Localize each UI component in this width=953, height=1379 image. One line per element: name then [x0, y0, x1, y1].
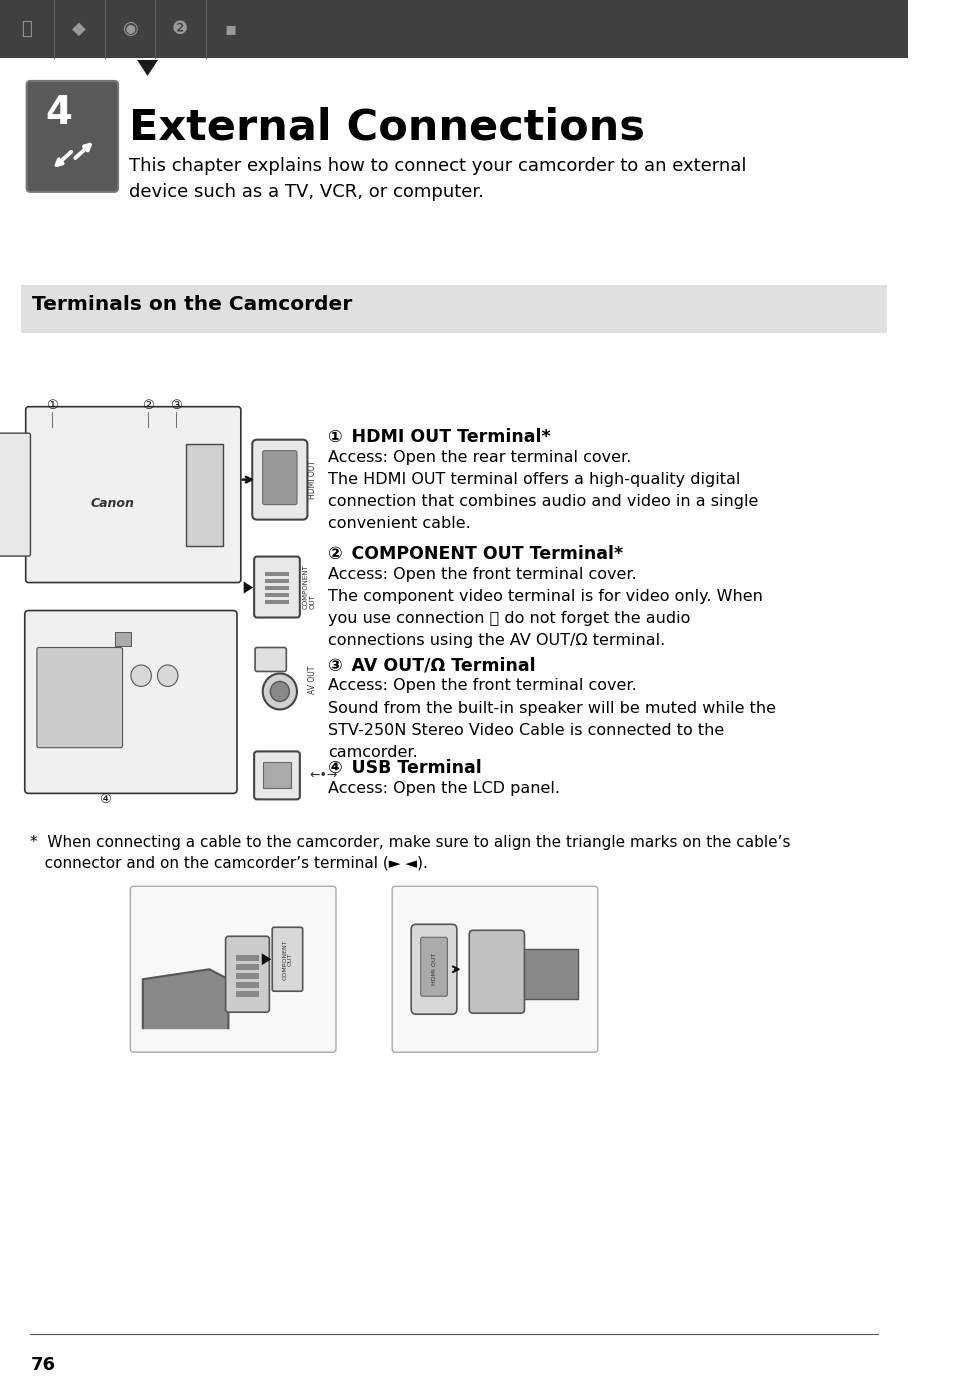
- Text: ⬛: ⬛: [21, 19, 32, 39]
- Bar: [264, 571, 289, 575]
- Bar: [262, 763, 291, 789]
- Bar: [520, 949, 578, 1000]
- Text: 76: 76: [30, 1356, 55, 1373]
- Bar: [235, 956, 258, 961]
- Circle shape: [131, 665, 152, 687]
- Text: Access: Open the front terminal cover.
The component video terminal is for video: Access: Open the front terminal cover. T…: [328, 567, 762, 648]
- Polygon shape: [137, 59, 158, 76]
- Text: ③: ③: [170, 399, 182, 412]
- FancyBboxPatch shape: [26, 407, 240, 582]
- Text: *  When connecting a cable to the camcorder, make sure to align the triangle mar: * When connecting a cable to the camcord…: [30, 836, 790, 851]
- Text: ④ USB Terminal: ④ USB Terminal: [328, 760, 481, 778]
- Polygon shape: [0, 0, 321, 58]
- FancyBboxPatch shape: [253, 557, 299, 618]
- Text: Access: Open the LCD panel.: Access: Open the LCD panel.: [328, 782, 559, 797]
- Text: COMPONENT
OUT: COMPONENT OUT: [282, 939, 293, 979]
- FancyBboxPatch shape: [469, 931, 524, 1014]
- Text: Terminals on the Camcorder: Terminals on the Camcorder: [32, 295, 353, 314]
- Bar: [0, 0, 907, 58]
- FancyBboxPatch shape: [411, 924, 456, 1014]
- Text: COMPONENT
OUT: COMPONENT OUT: [302, 564, 314, 610]
- FancyBboxPatch shape: [252, 440, 307, 520]
- FancyBboxPatch shape: [272, 927, 302, 992]
- Text: ←•→: ←•→: [309, 769, 337, 782]
- Bar: [264, 586, 289, 590]
- FancyBboxPatch shape: [254, 648, 286, 672]
- FancyBboxPatch shape: [27, 81, 118, 192]
- FancyBboxPatch shape: [25, 611, 236, 793]
- Text: External Connections: External Connections: [130, 108, 644, 149]
- FancyBboxPatch shape: [253, 752, 299, 800]
- Bar: [264, 593, 289, 597]
- Bar: [186, 444, 223, 546]
- Text: Canon: Canon: [91, 496, 134, 510]
- FancyBboxPatch shape: [131, 887, 335, 1052]
- Bar: [21, 285, 886, 332]
- Text: ②: ②: [141, 399, 153, 412]
- Circle shape: [270, 681, 289, 702]
- Bar: [114, 632, 131, 645]
- Bar: [235, 982, 258, 989]
- Text: ④: ④: [99, 793, 111, 805]
- Bar: [235, 964, 258, 971]
- Bar: [264, 579, 289, 582]
- Bar: [235, 992, 258, 997]
- FancyBboxPatch shape: [37, 648, 122, 747]
- Text: HDMI OUT: HDMI OUT: [308, 461, 317, 499]
- FancyBboxPatch shape: [262, 451, 296, 505]
- Polygon shape: [243, 582, 253, 593]
- Text: HDMI OUT: HDMI OUT: [431, 953, 436, 986]
- Text: ③ AV OUT/Ω Terminal: ③ AV OUT/Ω Terminal: [328, 656, 536, 674]
- Bar: [264, 600, 289, 604]
- Text: connector and on the camcorder’s terminal (► ◄).: connector and on the camcorder’s termina…: [30, 855, 428, 870]
- Text: 4: 4: [46, 94, 72, 132]
- Text: Access: Open the rear terminal cover.
The HDMI OUT terminal offers a high-qualit: Access: Open the rear terminal cover. Th…: [328, 450, 758, 531]
- FancyBboxPatch shape: [0, 433, 30, 556]
- Text: ◉: ◉: [121, 19, 137, 39]
- FancyBboxPatch shape: [392, 887, 598, 1052]
- Text: ①: ①: [47, 399, 58, 412]
- Circle shape: [262, 673, 296, 709]
- Text: ② COMPONENT OUT Terminal*: ② COMPONENT OUT Terminal*: [328, 545, 623, 563]
- FancyBboxPatch shape: [420, 938, 447, 996]
- Circle shape: [157, 665, 178, 687]
- FancyBboxPatch shape: [225, 936, 269, 1012]
- Polygon shape: [143, 969, 228, 1029]
- Text: ❷: ❷: [172, 19, 188, 39]
- Text: ▪: ▪: [224, 19, 236, 39]
- Bar: [235, 974, 258, 979]
- Text: Access: Open the front terminal cover.
Sound from the built-in speaker will be m: Access: Open the front terminal cover. S…: [328, 678, 776, 760]
- Text: ① HDMI OUT Terminal*: ① HDMI OUT Terminal*: [328, 427, 551, 445]
- Text: ◆: ◆: [72, 19, 86, 39]
- Text: AV OUT: AV OUT: [308, 665, 317, 694]
- Text: This chapter explains how to connect your camcorder to an external
device such a: This chapter explains how to connect you…: [130, 157, 746, 201]
- Polygon shape: [261, 953, 271, 965]
